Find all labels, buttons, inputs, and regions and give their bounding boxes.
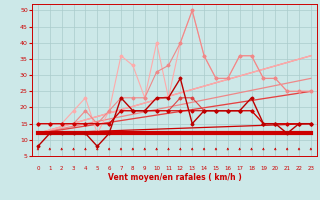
X-axis label: Vent moyen/en rafales ( km/h ): Vent moyen/en rafales ( km/h )	[108, 174, 241, 183]
